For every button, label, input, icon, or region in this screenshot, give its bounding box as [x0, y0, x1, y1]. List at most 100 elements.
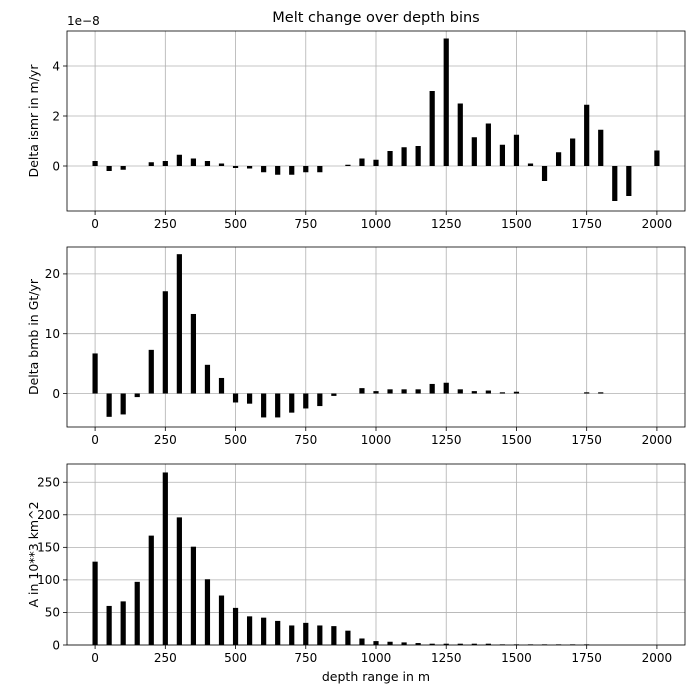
bar-450 [218, 377, 225, 394]
bar-1550 [527, 163, 534, 166]
subplot-3: 0 250 500 750 1000 1250 1500 1750 2000 0 50 100 150 2… [26, 463, 686, 684]
bar-900 [345, 164, 351, 166]
bar-1300 [457, 643, 463, 645]
bar-1900 [626, 166, 632, 196]
bar-550 [246, 616, 253, 645]
bar-650 [275, 620, 281, 645]
bar-300 [176, 517, 182, 645]
bar-850 [331, 393, 337, 396]
bar-550 [246, 166, 253, 169]
bar-1050 [387, 151, 393, 166]
x-tick-label: 500 [224, 651, 247, 665]
bar-1100 [401, 642, 407, 645]
x-tick-label: 250 [154, 433, 177, 447]
y-tick-label: 0 [52, 159, 60, 173]
bar-1200 [429, 91, 435, 166]
y-tick-label: 0 [52, 638, 60, 652]
bar-650 [275, 393, 281, 418]
x-tick-label: 250 [154, 651, 177, 665]
bar-2000 [654, 150, 660, 166]
y-tick-label: 50 [45, 606, 60, 620]
y-tick-label: 250 [37, 476, 60, 490]
bar-700 [289, 393, 295, 413]
bar-350 [190, 313, 197, 394]
bar-1400 [485, 390, 491, 394]
x-tick-label: 500 [224, 217, 247, 231]
bar-1000 [373, 391, 379, 394]
y-tick-label: 2 [52, 109, 60, 123]
bar-350 [190, 546, 197, 645]
x-tick-label: 750 [294, 433, 317, 447]
bar-1350 [471, 643, 477, 645]
x-tick-label: 2000 [642, 217, 673, 231]
y-tick-label: 0 [52, 387, 60, 401]
bar-1200 [429, 643, 435, 645]
y-tick-label: 20 [45, 267, 60, 281]
bar-1500 [513, 134, 520, 166]
y-tick-label: 100 [37, 573, 60, 587]
x-tick-label: 1000 [361, 651, 392, 665]
x-axis-label: depth range in m [322, 669, 430, 684]
bar-1100 [401, 147, 407, 166]
x-tick-label: 1250 [431, 217, 462, 231]
bar-1300 [457, 389, 463, 394]
bar-1200 [429, 383, 435, 394]
bar-800 [317, 393, 323, 407]
bar-500 [232, 607, 239, 645]
bar-850 [331, 626, 337, 645]
bar-1000 [373, 641, 379, 645]
bar-1250 [443, 382, 449, 394]
bar-500 [232, 166, 239, 168]
x-tick-label: 1500 [501, 651, 532, 665]
x-tick-label: 0 [91, 651, 99, 665]
bar-1150 [415, 389, 421, 394]
x-tick-label: 1750 [571, 651, 602, 665]
bar-250 [162, 161, 168, 166]
bar-1800 [598, 129, 604, 166]
y-axis-label: A in 10**3 km^2 [26, 501, 41, 607]
bar-1500 [513, 391, 520, 394]
bar-800 [317, 166, 323, 173]
bar-0 [92, 353, 98, 394]
bar-200 [148, 349, 154, 394]
bar-1150 [415, 146, 421, 166]
bar-1800 [598, 392, 604, 394]
x-tick-label: 1000 [361, 217, 392, 231]
panels: 0 250 500 750 1000 1250 1500 1750 20000241e−8Del… [26, 14, 686, 684]
bar-100 [120, 166, 126, 170]
bar-1850 [612, 166, 618, 201]
bar-1400 [485, 643, 491, 645]
x-tick-label: 0 [91, 217, 99, 231]
bar-1250 [443, 643, 449, 645]
bar-200 [148, 162, 154, 166]
bar-400 [204, 161, 211, 166]
bar-1100 [401, 389, 407, 394]
x-tick-label: 0 [91, 433, 99, 447]
bar-1750 [584, 392, 590, 394]
bar-1250 [443, 38, 449, 166]
bar-1450 [499, 392, 506, 394]
subplot-2: 0 250 500 750 1000 1250 1500 1750 2000 0 10 20 Delta… [26, 246, 686, 447]
x-tick-label: 1500 [501, 217, 532, 231]
bar-1050 [387, 641, 393, 645]
bar-50 [106, 605, 112, 645]
y-tick-label: 200 [37, 508, 60, 522]
x-tick-label: 1250 [431, 433, 462, 447]
bar-1350 [471, 137, 477, 166]
bar-50 [106, 166, 112, 171]
bar-100 [120, 393, 126, 415]
bar-300 [176, 154, 182, 166]
x-tick-label: 1750 [571, 433, 602, 447]
bar-600 [261, 393, 267, 418]
y-offset-text: 1e−8 [67, 14, 100, 28]
x-tick-label: 1750 [571, 217, 602, 231]
bar-150 [134, 393, 140, 398]
bar-1050 [387, 389, 393, 394]
bar-1400 [485, 123, 491, 166]
x-tick-label: 2000 [642, 433, 673, 447]
y-tick-label: 4 [52, 59, 60, 73]
bar-1300 [457, 103, 463, 166]
bar-150 [134, 581, 140, 645]
bar-550 [246, 393, 253, 404]
x-tick-label: 1000 [361, 433, 392, 447]
